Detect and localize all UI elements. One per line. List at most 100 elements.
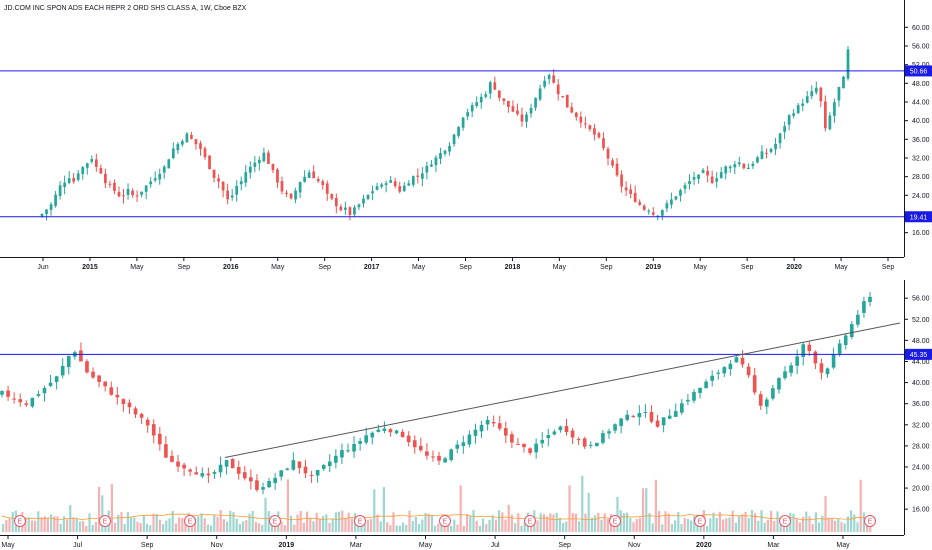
bottom-candle-body <box>157 433 162 445</box>
top-candle-body <box>72 178 76 182</box>
volume-bar <box>165 520 168 532</box>
volume-bar <box>24 517 27 532</box>
earnings-marker[interactable] <box>779 515 791 527</box>
bottom-level-badge-label: 45.35 <box>910 352 928 359</box>
top-y-tick-label: 16.00 <box>912 230 930 237</box>
volume-bar <box>299 510 302 532</box>
earnings-marker[interactable] <box>439 515 451 527</box>
earnings-marker[interactable] <box>694 515 706 527</box>
bottom-candle-body <box>667 415 672 419</box>
top-candle-body <box>525 114 528 122</box>
volume-bars <box>1 475 872 532</box>
volume-bar <box>98 487 101 532</box>
bottom-candle-body <box>789 365 793 373</box>
top-candle-body <box>126 188 130 195</box>
earnings-marker[interactable] <box>184 515 196 527</box>
volume-bar <box>862 512 865 532</box>
top-candle-body <box>747 167 750 170</box>
bottom-candle-body <box>194 472 199 475</box>
bottom-y-tick-label: 36.00 <box>912 401 930 408</box>
bottom-candle-body <box>467 434 472 445</box>
bottom-candle-body <box>412 440 417 448</box>
top-x-tick-label: 2019 <box>645 264 661 271</box>
earnings-marker[interactable] <box>864 515 876 527</box>
volume-bar <box>72 517 75 532</box>
top-candle-body <box>122 195 125 197</box>
bottom-candle-body <box>346 450 350 452</box>
earnings-marker[interactable] <box>524 515 536 527</box>
earnings-marker[interactable] <box>14 515 26 527</box>
volume-bar <box>520 525 523 532</box>
bottom-candle-body <box>680 403 684 413</box>
volume-bar <box>622 513 625 532</box>
volume-bar <box>254 521 257 532</box>
top-candle-body <box>90 159 94 162</box>
top-candle-body <box>380 184 383 187</box>
volume-bar <box>859 479 862 532</box>
bottom-candle-body <box>388 429 393 433</box>
volume-bar <box>360 522 363 532</box>
volume-bar <box>651 523 654 532</box>
volume-bar <box>469 516 472 532</box>
top-candle-body <box>479 96 483 103</box>
top-candle-body <box>407 183 411 186</box>
volume-bar <box>66 519 69 532</box>
top-candle-body <box>724 166 728 174</box>
bottom-candle-body <box>79 350 83 362</box>
top-candle-body <box>357 204 361 208</box>
bottom-candle-body <box>431 456 435 458</box>
volume-bar <box>709 518 712 532</box>
volume-bar <box>280 521 283 532</box>
bottom-candle-body <box>746 366 751 376</box>
price-panel-top: JD.COM INC SPON ADS EACH REPR 2 ORD SHS … <box>0 0 932 271</box>
volume-bar <box>434 525 437 532</box>
volume-bar <box>802 516 805 532</box>
volume-bar <box>59 523 62 532</box>
top-candle-body <box>819 87 823 102</box>
bottom-candle-body <box>564 426 569 433</box>
volume-bar <box>843 523 846 532</box>
volume-bar <box>795 519 798 532</box>
top-candle-body <box>362 198 365 204</box>
bottom-candle-body <box>534 443 538 453</box>
bottom-candle-body <box>48 382 53 386</box>
volume-bar <box>248 513 251 532</box>
volume-bar <box>37 511 40 532</box>
volume-bar <box>453 519 456 532</box>
volume-bar <box>699 525 702 532</box>
volume-bar <box>146 523 149 532</box>
top-y-tick-label: 60.00 <box>912 25 930 32</box>
bottom-candle-body <box>364 435 369 443</box>
volume-bar <box>853 514 856 532</box>
top-candle-body <box>683 185 687 189</box>
earnings-marker[interactable] <box>99 515 111 527</box>
volume-bar <box>114 522 117 532</box>
bottom-candle-body <box>546 435 551 439</box>
bottom-candle-body <box>503 428 508 436</box>
bottom-trendline[interactable] <box>224 322 901 458</box>
earnings-marker[interactable] <box>609 515 621 527</box>
bottom-candle-body <box>212 472 217 474</box>
volume-bar <box>581 475 584 532</box>
bottom-x-tick-label: Sep <box>558 542 571 549</box>
top-y-tick-label: 56.00 <box>912 44 930 51</box>
top-candle-body <box>316 179 320 182</box>
bottom-x-tick-label: 2020 <box>696 542 712 549</box>
volume-bar <box>405 524 408 532</box>
top-candle-body <box>846 49 850 79</box>
volume-bar <box>587 492 590 532</box>
earnings-marker[interactable] <box>354 515 366 527</box>
volume-bar <box>222 519 225 532</box>
top-candle-body <box>579 116 583 123</box>
bottom-candle-body <box>188 469 192 472</box>
earnings-marker[interactable] <box>269 515 281 527</box>
earnings-marker-label: E <box>443 519 448 526</box>
volume-bar <box>558 517 561 532</box>
top-candle-body <box>452 134 456 145</box>
top-x-tick-label: May <box>130 264 144 271</box>
bottom-candle-body <box>315 470 320 476</box>
top-candle-body <box>171 148 175 159</box>
top-candle-body <box>113 182 116 191</box>
volume-bar <box>347 512 350 532</box>
volume-bar <box>184 518 187 532</box>
